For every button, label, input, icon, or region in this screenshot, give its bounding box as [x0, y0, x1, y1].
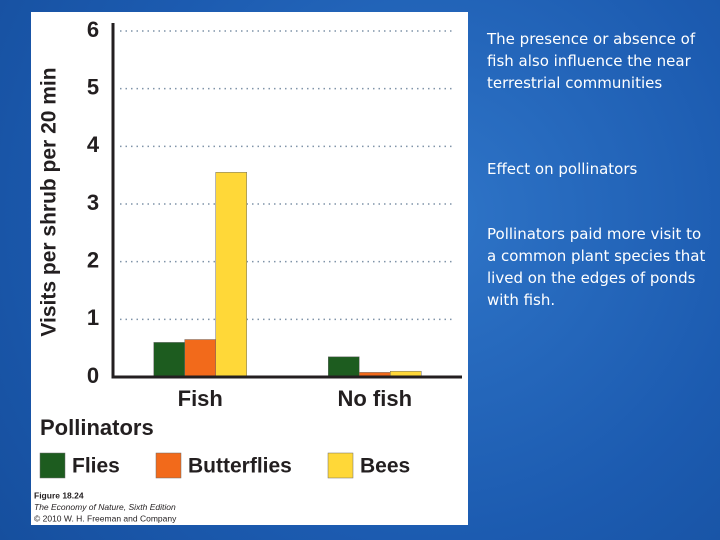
- y-tick-label: 1: [87, 305, 99, 330]
- legend-label: Butterflies: [188, 455, 292, 478]
- caption: © 2010 W. H. Freeman and Company: [34, 513, 177, 523]
- x-tick-label: No fish: [337, 386, 412, 411]
- slide-heading: The presence or absence of fish also inf…: [487, 30, 696, 92]
- y-tick-label: 0: [87, 363, 99, 388]
- caption: Figure 18.24: [34, 490, 84, 500]
- legend-swatch: [327, 452, 354, 479]
- y-tick-label: 5: [87, 74, 99, 99]
- bar: [215, 172, 247, 378]
- legend-label: Flies: [72, 455, 120, 478]
- legend-swatch: [39, 452, 66, 479]
- y-axis-label: Visits per shrub per 20 min: [38, 67, 61, 336]
- chart: Visits per shrub per 20 min Pollinators …: [31, 12, 468, 525]
- slide-subheading: Effect on pollinators: [487, 160, 638, 178]
- legend-label: Bees: [360, 455, 410, 478]
- y-tick-label: 6: [87, 17, 99, 42]
- y-tick-label: 3: [87, 190, 99, 215]
- bar: [153, 342, 185, 378]
- y-tick-label: 4: [87, 132, 100, 157]
- bar: [184, 339, 216, 378]
- bar: [328, 356, 360, 378]
- y-tick-label: 2: [87, 247, 99, 272]
- caption: The Economy of Nature, Sixth Edition: [34, 502, 176, 512]
- slide-body: Pollinators paid more visit to a common …: [487, 225, 706, 309]
- x-tick-label: Fish: [178, 386, 223, 411]
- legend-title: Pollinators: [40, 415, 154, 440]
- legend-swatch: [155, 452, 182, 479]
